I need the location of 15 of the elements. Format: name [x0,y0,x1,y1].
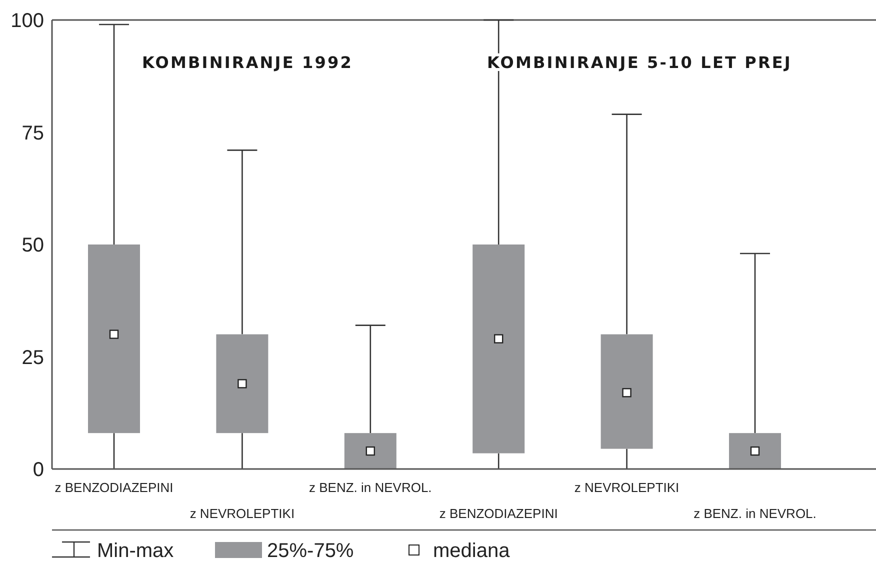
x-tick-label: z NEVROLEPTIKI [574,480,680,495]
text: 25%-75% [267,540,354,562]
y-tick-label: 0 [32,459,44,481]
annotation: KOMBINIRANJE 1992 [142,53,353,72]
y-tick-label: 50 [22,234,44,256]
x-tick-label: z BENZODIAZEPINI [439,506,558,521]
y-tick-label: 100 [10,10,44,32]
text: mediana [433,540,511,562]
x-tick-label: z BENZ. in NEVROL. [694,506,816,521]
y-tick-label: 25 [22,346,44,369]
text: Min-max [97,540,174,562]
x-tick-label: z BENZODIAZEPINI [54,480,174,495]
x-tick-label: z BENZ. in NEVROL. [308,480,432,495]
y-tick-label: 75 [22,122,44,144]
x-tick-label: z NEVROLEPTIKI [190,506,295,521]
